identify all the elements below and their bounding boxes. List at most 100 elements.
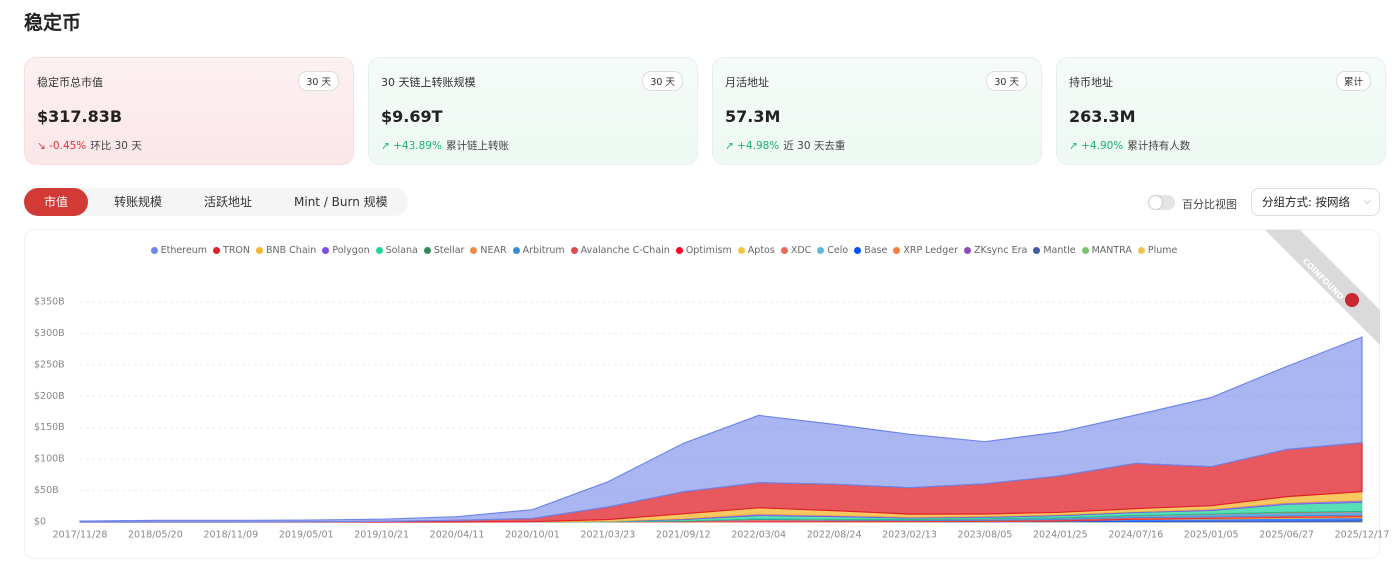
chart-container	[24, 229, 1380, 559]
x-tick-label: 2019/10/21	[354, 530, 409, 541]
legend-label: Stellar	[433, 245, 465, 256]
legend-item[interactable]: Polygon	[322, 245, 370, 256]
legend-item[interactable]: Arbitrum	[512, 245, 565, 256]
x-tick-label: 2024/07/16	[1108, 530, 1163, 541]
legend-dot	[893, 247, 901, 254]
legend-item[interactable]: MANTRA	[1081, 245, 1132, 256]
stat-card[interactable]: 稳定币总市值 30 天 $317.83B ↘ -0.45% 环比 30 天	[24, 57, 354, 165]
legend-label: Ethereum	[160, 245, 208, 256]
legend-label: Optimism	[685, 245, 732, 256]
stat-card[interactable]: 持币地址 累计 263.3M ↗ +4.90% 累计持有人数	[1056, 57, 1386, 165]
legend-dot	[780, 247, 788, 254]
legend-label: MANTRA	[1091, 245, 1132, 256]
x-tick-label: 2019/05/01	[279, 530, 334, 541]
legend-dot	[854, 247, 862, 254]
legend-item[interactable]: Optimism	[675, 245, 732, 256]
x-tick-label: 2025/06/27	[1259, 530, 1314, 541]
card-label: 稳定币总市值	[37, 76, 103, 89]
x-tick-label: 2017/11/28	[53, 530, 108, 541]
x-tick-label: 2018/05/20	[128, 530, 183, 541]
card-change: ↘ -0.45% 环比 30 天	[37, 138, 142, 153]
legend-item[interactable]: ZKsync Era	[964, 245, 1027, 256]
change-note: 近 30 天去重	[783, 140, 846, 152]
y-tick-label: $250B	[34, 359, 65, 370]
x-tick-label: 2022/08/24	[807, 530, 862, 541]
legend-item[interactable]: Celo	[817, 245, 848, 256]
legend-item[interactable]: Avalanche C-Chain	[570, 245, 670, 256]
legend-item[interactable]: Stellar	[423, 245, 465, 256]
legend-item[interactable]: Ethereum	[150, 245, 208, 256]
y-tick-label: $150B	[34, 422, 65, 433]
x-tick-label: 2023/08/05	[958, 530, 1013, 541]
card-change: ↗ +4.98% 近 30 天去重	[725, 138, 845, 153]
legend-item[interactable]: NEAR	[470, 245, 507, 256]
tab[interactable]: 转账规模	[114, 195, 163, 209]
legend-dot	[817, 247, 825, 254]
legend: Ethereum TRON BNB Chain Polygon Solana Stella…	[24, 245, 1304, 256]
legend-label: ZKsync Era	[974, 245, 1028, 256]
tab[interactable]: 市值	[24, 188, 89, 216]
legend-item[interactable]: Aptos	[737, 245, 775, 256]
legend-dot	[470, 247, 478, 254]
legend-item[interactable]: XRP Ledger	[893, 245, 958, 256]
x-tick-label: 2021/09/12	[656, 530, 711, 541]
tab[interactable]: Mint / Burn 规模	[294, 195, 388, 209]
legend-dot	[150, 247, 158, 254]
legend-dot	[570, 247, 578, 254]
x-tick-label: 2020/10/01	[505, 530, 560, 541]
legend-item[interactable]: Solana	[375, 245, 418, 256]
change-percent: ↗ +4.98%	[725, 140, 780, 152]
legend-dot	[213, 247, 221, 254]
percent-toggle[interactable]	[1148, 195, 1175, 210]
legend-label: Avalanche C-Chain	[580, 245, 670, 256]
tab[interactable]: 活跃地址	[204, 195, 253, 209]
legend-label: Polygon	[332, 245, 370, 256]
y-tick-label: $50B	[34, 485, 59, 496]
x-tick-label: 2020/04/11	[430, 530, 485, 541]
legend-item[interactable]: Mantle	[1033, 245, 1076, 256]
x-tick-label: 2021/03/23	[580, 530, 635, 541]
card-change: ↗ +4.90% 累计持有人数	[1069, 138, 1190, 153]
stat-card[interactable]: 30 天链上转账规模 30 天 $9.69T ↗ +43.89% 累计链上转账	[368, 57, 698, 165]
y-tick-label: $350B	[34, 297, 65, 308]
x-tick-label: 2022/03/04	[731, 530, 786, 541]
legend-dot	[322, 247, 330, 254]
card-change: ↗ +43.89% 累计链上转账	[381, 138, 509, 153]
area	[79, 336, 1363, 523]
legend-item[interactable]: TRON	[213, 245, 250, 256]
legend-item[interactable]: Plume	[1137, 245, 1178, 256]
group-select[interactable]: 分组方式: 按网络 ⌵	[1251, 188, 1380, 216]
legend-dot	[375, 247, 383, 254]
y-tick-label: $0	[34, 517, 46, 528]
legend-label: Celo	[827, 245, 849, 256]
card-badge: 30 天	[986, 71, 1027, 91]
legend-item[interactable]: Base	[854, 245, 887, 256]
y-tick-label: $200B	[34, 391, 65, 402]
legend-dot	[1033, 247, 1041, 254]
tab-bar: 市值 转账规模 活跃地址 Mint / Burn 规模	[24, 188, 408, 216]
legend-dot	[256, 247, 264, 254]
change-percent: ↗ +4.90%	[1069, 140, 1124, 152]
legend-dot	[675, 247, 683, 254]
legend-item[interactable]: BNB Chain	[256, 245, 316, 256]
legend-label: Aptos	[747, 245, 775, 256]
legend-label: BNB Chain	[266, 245, 317, 256]
legend-item[interactable]: XDC	[780, 245, 812, 256]
legend-label: Plume	[1147, 245, 1178, 256]
y-tick-label: $100B	[34, 454, 65, 465]
card-label: 30 天链上转账规模	[381, 76, 476, 89]
legend-dot	[1081, 247, 1089, 254]
legend-label: XDC	[790, 245, 812, 256]
legend-dot	[423, 247, 431, 254]
card-badge: 累计	[1335, 71, 1371, 91]
x-tick-label: 2018/11/09	[203, 530, 258, 541]
card-value: 263.3M	[1069, 107, 1136, 126]
legend-dot	[512, 247, 520, 254]
legend-label: Base	[864, 245, 888, 256]
change-note: 累计链上转账	[445, 140, 509, 152]
legend-label: NEAR	[480, 245, 507, 256]
stat-card[interactable]: 月活地址 30 天 57.3M ↗ +4.98% 近 30 天去重	[712, 57, 1042, 165]
card-label: 月活地址	[725, 76, 769, 89]
change-note: 环比 30 天	[90, 140, 142, 152]
